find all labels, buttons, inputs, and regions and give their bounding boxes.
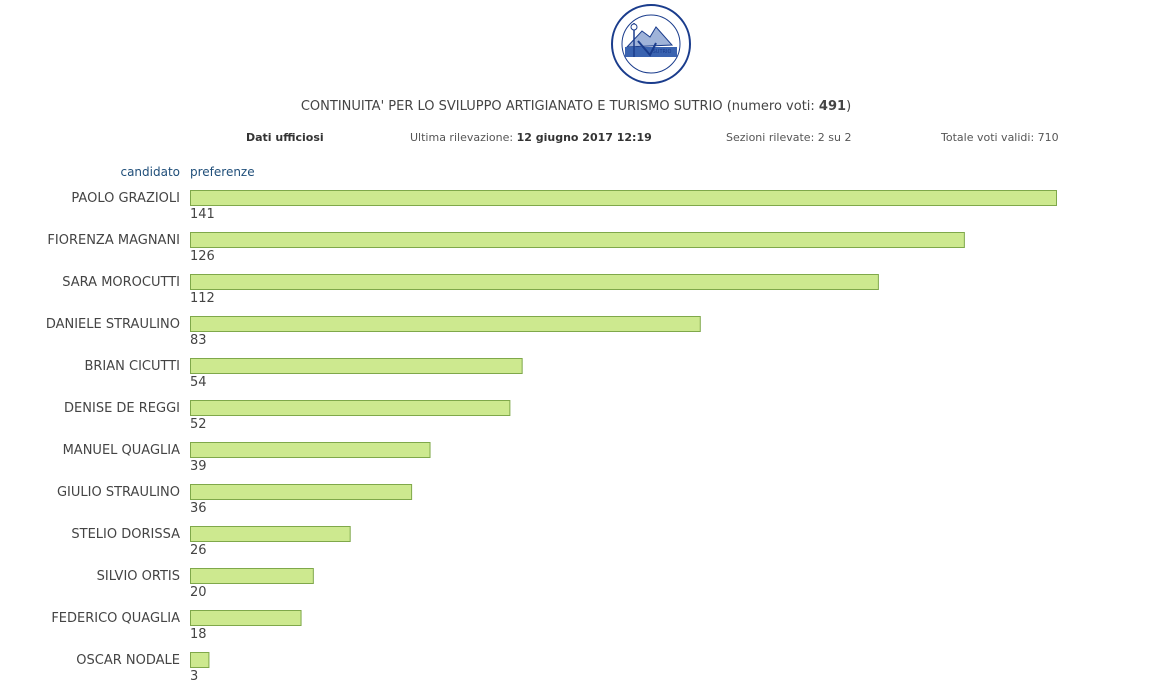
- preference-bar: [190, 568, 314, 584]
- preference-bar: [190, 652, 210, 668]
- data-status: Dati ufficiosi: [246, 131, 324, 144]
- list-name: CONTINUITA' PER LO SVILUPPO ARTIGIANATO …: [300, 99, 723, 114]
- last-update-value: 12 giugno 2017 12:19: [516, 131, 652, 144]
- candidate-name-label: FIORENZA MAGNANI: [47, 233, 180, 248]
- candidate-name-label: DANIELE STRAULINO: [46, 317, 180, 332]
- preference-value-label: 112: [190, 291, 215, 306]
- votes-suffix: ): [846, 99, 852, 114]
- candidate-name-label: DENISE DE REGGI: [64, 401, 180, 416]
- preference-value-label: 36: [190, 501, 207, 516]
- preference-value-label: 20: [190, 585, 207, 600]
- list-title: CONTINUITA' PER LO SVILUPPO ARTIGIANATO …: [0, 99, 1152, 114]
- preference-bar: [190, 274, 879, 290]
- candidate-name-label: SILVIO ORTIS: [97, 569, 180, 584]
- preference-bar: [190, 484, 413, 500]
- total-valid-votes: Totale voti validi: 710: [941, 131, 1059, 144]
- preference-bar: [190, 442, 431, 458]
- preference-value-label: 54: [190, 375, 207, 390]
- last-update-label: Ultima rilevazione:: [410, 131, 517, 144]
- preference-bar: [190, 526, 351, 542]
- preference-value-label: 52: [190, 417, 207, 432]
- candidate-name-label: GIULIO STRAULINO: [57, 485, 180, 500]
- preference-value-label: 39: [190, 459, 207, 474]
- logo-inner-text: SUTRIO: [653, 49, 672, 55]
- preference-value-label: 83: [190, 333, 207, 348]
- last-update: Ultima rilevazione: 12 giugno 2017 12:19: [410, 131, 652, 144]
- preference-bar: [190, 316, 701, 332]
- column-header-candidate: candidato: [120, 165, 180, 179]
- candidate-name-label: FEDERICO QUAGLIA: [51, 611, 180, 626]
- preference-bar: [190, 400, 511, 416]
- preference-value-label: 18: [190, 627, 207, 642]
- candidate-name-label: BRIAN CICUTTI: [84, 359, 180, 374]
- preference-value-label: 126: [190, 249, 215, 264]
- preference-value-label: 3: [190, 669, 198, 684]
- logo: SUTRIO: [611, 4, 691, 84]
- column-header-preferences: preferenze: [190, 165, 255, 179]
- candidate-name-label: SARA MOROCUTTI: [62, 275, 180, 290]
- candidate-name-label: MANUEL QUAGLIA: [63, 443, 181, 458]
- candidate-name-label: OSCAR NODALE: [76, 653, 180, 668]
- preference-value-label: 26: [190, 543, 207, 558]
- candidate-name-label: PAOLO GRAZIOLI: [71, 191, 180, 206]
- sections-count: Sezioni rilevate: 2 su 2: [726, 131, 852, 144]
- preference-bar: [190, 358, 523, 374]
- preference-bar: [190, 232, 965, 248]
- preference-bar: [190, 190, 1057, 206]
- list-votes: 491: [818, 99, 847, 114]
- preference-bar: [190, 610, 302, 626]
- votes-prefix: (numero voti:: [726, 99, 819, 114]
- preference-value-label: 141: [190, 207, 215, 222]
- candidate-name-label: STELIO DORISSA: [71, 527, 180, 542]
